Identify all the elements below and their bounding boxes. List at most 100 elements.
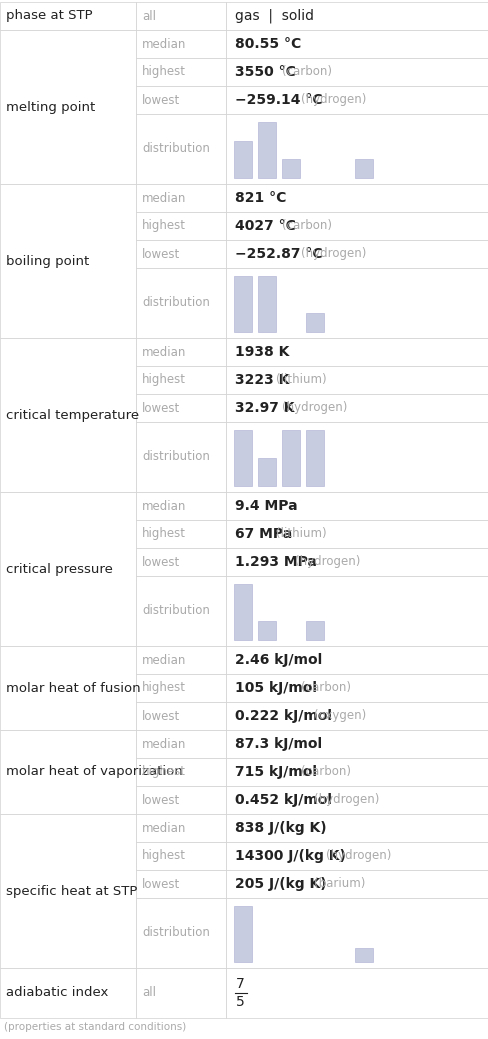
Text: distribution: distribution <box>142 927 209 939</box>
Text: (oxygen): (oxygen) <box>313 710 365 722</box>
Bar <box>258 122 276 178</box>
Text: median: median <box>142 191 186 205</box>
Bar <box>225 268 488 338</box>
Text: phase at STP: phase at STP <box>6 9 92 23</box>
Text: 5: 5 <box>236 995 244 1009</box>
Text: (carbon): (carbon) <box>282 219 331 233</box>
Bar <box>282 430 300 486</box>
Text: melting point: melting point <box>6 101 95 113</box>
Bar <box>225 394 488 422</box>
Text: 0.222 kJ/mol: 0.222 kJ/mol <box>235 709 331 723</box>
Bar <box>0 646 136 730</box>
Text: all: all <box>142 986 156 1000</box>
Bar <box>136 785 225 814</box>
Text: (carbon): (carbon) <box>301 682 350 694</box>
Bar <box>258 621 276 640</box>
Bar <box>225 814 488 842</box>
Bar <box>225 730 488 758</box>
Text: lowest: lowest <box>142 401 180 415</box>
Text: highest: highest <box>142 766 185 778</box>
Text: molar heat of vaporization: molar heat of vaporization <box>6 766 183 778</box>
Text: 80.55 °C: 80.55 °C <box>235 37 301 51</box>
Text: specific heat at STP: specific heat at STP <box>6 884 137 898</box>
Bar <box>225 58 488 86</box>
Bar <box>225 422 488 492</box>
Bar <box>136 114 225 184</box>
Text: distribution: distribution <box>142 142 209 156</box>
Text: (properties at standard conditions): (properties at standard conditions) <box>4 1022 186 1032</box>
Bar <box>305 314 324 332</box>
Bar <box>136 240 225 268</box>
Bar <box>136 86 225 114</box>
Bar <box>225 674 488 702</box>
Text: 4027 °C: 4027 °C <box>235 219 295 233</box>
Text: (hydrogen): (hydrogen) <box>282 401 347 415</box>
Text: adiabatic index: adiabatic index <box>6 986 108 1000</box>
Bar <box>225 212 488 240</box>
Text: highest: highest <box>142 65 185 79</box>
Bar <box>136 268 225 338</box>
Text: median: median <box>142 500 186 512</box>
Bar <box>225 520 488 548</box>
Text: gas  |  solid: gas | solid <box>235 8 313 23</box>
Bar <box>136 422 225 492</box>
Bar <box>354 159 372 178</box>
Text: median: median <box>142 346 186 358</box>
Bar <box>225 240 488 268</box>
Bar <box>136 520 225 548</box>
Text: (carbon): (carbon) <box>282 65 331 79</box>
Text: lowest: lowest <box>142 94 180 107</box>
Bar <box>225 576 488 646</box>
Text: (hydrogen): (hydrogen) <box>301 247 366 261</box>
Bar <box>136 898 225 968</box>
Bar <box>136 870 225 898</box>
Bar <box>136 58 225 86</box>
Bar <box>136 338 225 366</box>
Bar <box>136 674 225 702</box>
Bar <box>0 814 136 968</box>
Text: 87.3 kJ/mol: 87.3 kJ/mol <box>235 737 322 751</box>
Text: median: median <box>142 738 186 750</box>
Bar <box>225 646 488 674</box>
Text: (hydrogen): (hydrogen) <box>325 850 391 862</box>
Bar <box>282 159 300 178</box>
Bar <box>258 458 276 486</box>
Text: −259.14 °C: −259.14 °C <box>235 94 322 107</box>
Text: highest: highest <box>142 850 185 862</box>
Text: 821 °C: 821 °C <box>235 191 286 205</box>
Bar <box>0 492 136 646</box>
Bar <box>0 184 136 338</box>
Text: 2.46 kJ/mol: 2.46 kJ/mol <box>235 652 322 667</box>
Text: highest: highest <box>142 528 185 540</box>
Text: lowest: lowest <box>142 247 180 261</box>
Bar <box>225 338 488 366</box>
Bar <box>225 898 488 968</box>
Text: highest: highest <box>142 682 185 694</box>
Text: molar heat of fusion: molar heat of fusion <box>6 682 141 694</box>
Text: distribution: distribution <box>142 296 209 310</box>
Bar <box>136 702 225 730</box>
Text: 1938 K: 1938 K <box>235 345 289 359</box>
Bar <box>136 548 225 576</box>
Text: 1.293 MPa: 1.293 MPa <box>235 555 316 569</box>
Text: (lithium): (lithium) <box>275 528 326 540</box>
Bar <box>225 492 488 520</box>
Bar <box>136 842 225 870</box>
Bar <box>225 548 488 576</box>
Bar <box>225 2 488 30</box>
Bar <box>136 968 225 1018</box>
Bar <box>225 114 488 184</box>
Text: lowest: lowest <box>142 794 180 806</box>
Bar <box>225 842 488 870</box>
Text: distribution: distribution <box>142 451 209 463</box>
Bar <box>234 276 252 332</box>
Text: lowest: lowest <box>142 556 180 568</box>
Bar <box>225 366 488 394</box>
Text: 9.4 MPa: 9.4 MPa <box>235 499 297 513</box>
Text: (lithium): (lithium) <box>275 373 326 387</box>
Bar <box>234 584 252 640</box>
Text: critical temperature: critical temperature <box>6 408 139 422</box>
Bar <box>136 758 225 785</box>
Text: 7: 7 <box>236 977 244 991</box>
Text: critical pressure: critical pressure <box>6 562 113 576</box>
